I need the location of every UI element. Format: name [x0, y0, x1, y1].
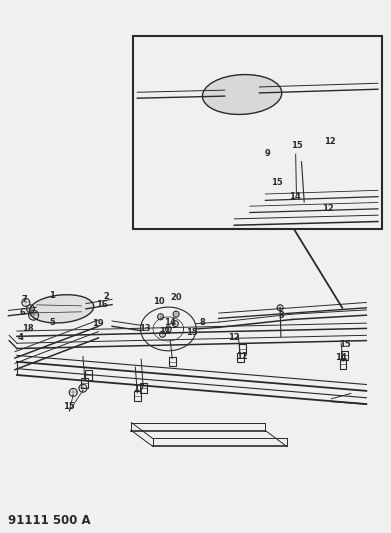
Text: 91111 500 A: 91111 500 A — [8, 514, 91, 527]
Bar — [85, 370, 92, 380]
Bar — [239, 344, 246, 353]
Bar — [133, 36, 382, 229]
Text: 15: 15 — [339, 341, 351, 349]
Text: 10: 10 — [153, 297, 165, 306]
Text: 14: 14 — [164, 318, 176, 327]
Text: 14: 14 — [289, 192, 300, 201]
Bar — [169, 357, 176, 366]
Text: 3: 3 — [278, 311, 284, 320]
Text: 17: 17 — [133, 384, 145, 393]
Text: 5: 5 — [49, 318, 55, 327]
Text: 4: 4 — [17, 334, 23, 342]
Text: 1: 1 — [49, 291, 55, 300]
Text: 15: 15 — [63, 402, 75, 411]
Text: 15: 15 — [271, 179, 283, 188]
Bar — [300, 200, 308, 212]
Text: 16: 16 — [96, 300, 108, 309]
Text: 15: 15 — [186, 328, 197, 337]
Text: 11: 11 — [159, 327, 170, 336]
Text: 9: 9 — [264, 149, 270, 158]
Text: 20: 20 — [170, 293, 182, 302]
Text: 12: 12 — [322, 204, 334, 213]
Text: 15: 15 — [291, 141, 302, 150]
Text: 14: 14 — [335, 353, 347, 362]
Text: 18: 18 — [22, 325, 34, 334]
Bar — [140, 383, 147, 393]
Bar — [339, 359, 346, 369]
Text: 2: 2 — [103, 292, 109, 301]
Ellipse shape — [203, 75, 282, 115]
Text: 6: 6 — [20, 308, 26, 317]
Text: 13: 13 — [139, 325, 151, 334]
Ellipse shape — [29, 295, 94, 323]
Text: 12: 12 — [228, 334, 240, 342]
Bar — [81, 378, 88, 388]
Text: 8: 8 — [200, 318, 205, 327]
Bar — [134, 391, 141, 401]
Bar — [237, 352, 244, 362]
Text: 12: 12 — [236, 352, 248, 361]
Text: 12: 12 — [324, 136, 335, 146]
Text: 19: 19 — [92, 319, 104, 328]
Bar — [341, 351, 348, 360]
Text: 7: 7 — [22, 295, 27, 304]
